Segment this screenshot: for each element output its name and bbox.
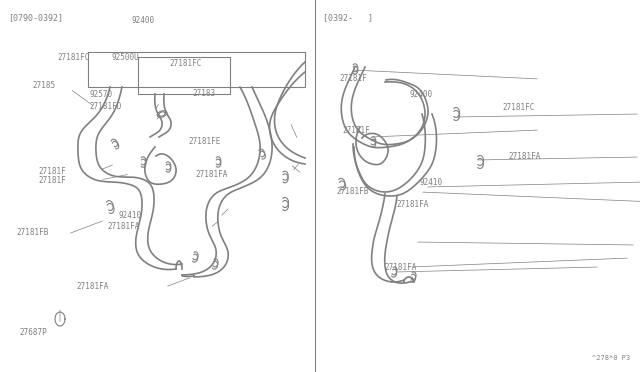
Text: [0392-   ]: [0392- ] <box>323 13 373 22</box>
Text: 27181FC: 27181FC <box>502 103 535 112</box>
Text: 27181FD: 27181FD <box>90 102 122 110</box>
Text: 27181FE: 27181FE <box>189 137 221 146</box>
Text: ^278*0 P3: ^278*0 P3 <box>592 355 630 361</box>
Text: 92400: 92400 <box>410 90 433 99</box>
Text: 27181FA: 27181FA <box>397 200 429 209</box>
Text: 27181F: 27181F <box>38 167 66 176</box>
Text: 92570: 92570 <box>90 90 113 99</box>
Text: 92410: 92410 <box>118 211 141 220</box>
Text: 27181FA: 27181FA <box>195 170 228 179</box>
Text: 27185: 27185 <box>32 81 55 90</box>
Text: 27181FC: 27181FC <box>170 59 202 68</box>
Text: 27181F: 27181F <box>342 126 370 135</box>
Text: 92410: 92410 <box>419 178 442 187</box>
Text: 27181FA: 27181FA <box>77 282 109 291</box>
Text: 27181FC: 27181FC <box>58 53 90 62</box>
Text: 27181FB: 27181FB <box>336 187 369 196</box>
Text: 27181FA: 27181FA <box>108 222 140 231</box>
Text: 27183: 27183 <box>192 89 215 97</box>
Text: 27181F: 27181F <box>38 176 66 185</box>
Text: 27181FA: 27181FA <box>509 152 541 161</box>
Text: [0790-0392]: [0790-0392] <box>8 13 63 22</box>
Text: 27181FA: 27181FA <box>384 263 417 272</box>
Text: 27181FB: 27181FB <box>16 228 49 237</box>
Text: 27687P: 27687P <box>19 328 47 337</box>
Text: 92500U: 92500U <box>112 53 140 62</box>
Text: 27181F: 27181F <box>339 74 367 83</box>
Text: 92400: 92400 <box>131 16 154 25</box>
